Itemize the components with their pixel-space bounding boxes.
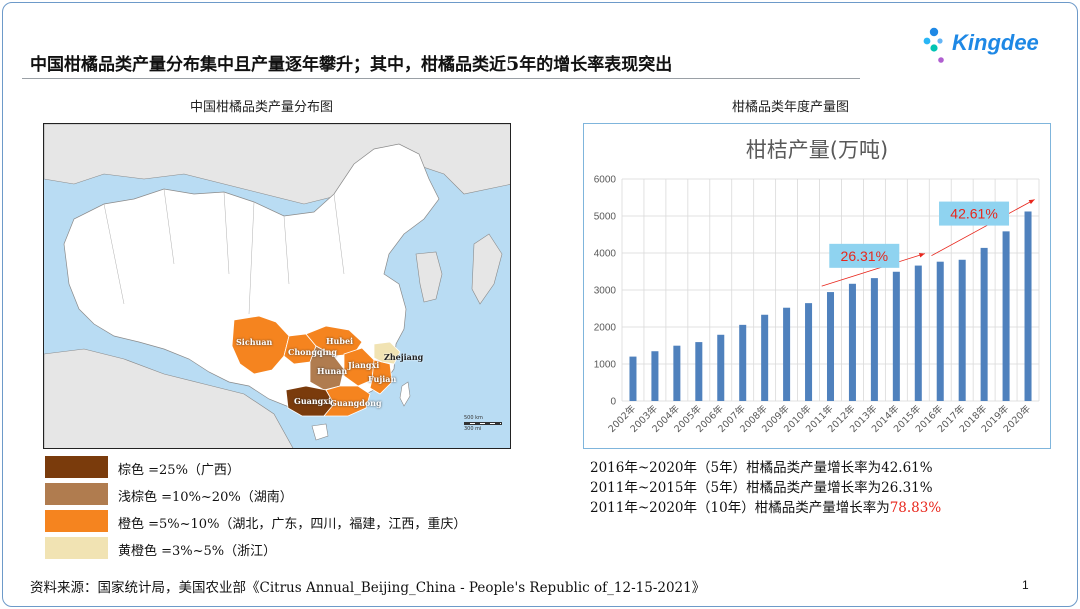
chart-section-title: 柑橘品类年度产量图 xyxy=(732,100,850,115)
headline-divider xyxy=(22,78,860,79)
y-tick-label: 5000 xyxy=(594,212,617,223)
growth-label: 42.61% xyxy=(950,206,997,222)
legend-swatch-light-brown xyxy=(45,483,108,505)
y-tick-label: 1000 xyxy=(594,360,617,371)
note-line: 2011年~2015年（5年）柑橘品类产量增长率为26.31% xyxy=(590,478,941,498)
scale-bar-graphic xyxy=(464,422,502,425)
label-jiangxi: Jiangxi xyxy=(348,360,380,370)
neighbor-land-southwest xyxy=(44,348,294,448)
y-tick-label: 6000 xyxy=(594,175,617,186)
map-section-title: 中国柑橘品类产量分布图 xyxy=(190,100,334,115)
bar xyxy=(826,292,835,401)
bar xyxy=(870,278,878,401)
y-tick-label: 4000 xyxy=(594,249,617,260)
headline-text-after: 年的增长率表现突出 xyxy=(519,55,673,75)
island-taiwan xyxy=(399,381,411,407)
bar xyxy=(805,303,813,401)
bar xyxy=(1024,211,1032,401)
neighbor-land-japan xyxy=(471,233,503,305)
legend-swatch-orange xyxy=(45,510,108,532)
citrus-production-chart: 柑桔产量(万吨) 0 1000 2000 3000 4000 5000 6000 2002年 2… xyxy=(583,123,1051,449)
scale-km: 500 km xyxy=(464,415,483,421)
headline-text-before: 中国柑橘品类产量分布集中且产量逐年攀升；其中，柑橘品类近 xyxy=(30,55,506,75)
growth-arrow-head xyxy=(918,253,925,258)
bar xyxy=(936,261,944,401)
note-line: 2016年~2020年（5年）柑橘品类产量增长率为42.61% xyxy=(590,458,941,478)
bar xyxy=(892,271,900,401)
legend-swatch-yellow-orange xyxy=(45,537,108,559)
bar xyxy=(717,334,725,401)
label-guangxi: Guangxi xyxy=(294,396,332,406)
note-text: 2016年~2020年（5年）柑橘品类产量增长率为42.61% xyxy=(590,460,933,476)
bar xyxy=(980,247,988,401)
kingdee-logo: Kingdee xyxy=(920,24,1050,66)
label-chongqing: Chongqing xyxy=(288,347,337,357)
scale-mi: 300 mi xyxy=(464,426,482,432)
y-tick-label: 3000 xyxy=(594,286,617,297)
note-text: 2011年~2015年（5年）柑橘品类产量增长率为26.31% xyxy=(590,480,933,496)
label-fujian: Fujian xyxy=(368,374,397,384)
province-sichuan xyxy=(231,315,290,375)
slide-headline: 中国柑橘品类产量分布集中且产量逐年攀升；其中，柑橘品类近5年的增长率表现突出 xyxy=(30,50,672,75)
bar xyxy=(739,324,747,401)
growth-label: 26.31% xyxy=(841,248,888,264)
label-hunan: Hunan xyxy=(317,366,348,376)
neighbor-land-korea xyxy=(415,251,443,303)
growth-arrow-line xyxy=(931,199,1035,257)
legend-label: 黄橙色 =3%~5%（浙江） xyxy=(118,544,277,559)
bar xyxy=(783,307,791,401)
bar xyxy=(848,283,856,401)
china-map-svg xyxy=(44,124,510,448)
growth-arrow-head xyxy=(1028,199,1035,205)
china-citrus-map: Sichuan Chongqing Hubei Hunan Jiangxi Fu… xyxy=(43,123,511,449)
bar-chart-svg: 01000200030004000500060002002年2003年2004年… xyxy=(594,175,1040,435)
page-number: 1 xyxy=(1022,578,1029,592)
province-fujian xyxy=(369,359,393,395)
bar xyxy=(761,314,769,401)
bar xyxy=(914,265,922,401)
province-guangdong xyxy=(323,385,371,417)
label-guangdong: Guangdong xyxy=(330,398,382,408)
growth-notes: 2016年~2020年（5年）柑橘品类产量增长率为42.61% 2011年~20… xyxy=(590,458,941,518)
note-text: 2011年~2020年（10年）柑橘品类产量增长率为 xyxy=(590,500,890,516)
bar xyxy=(673,345,681,401)
label-zhejiang: Zhejiang xyxy=(384,352,424,362)
kingdee-dots-icon xyxy=(923,27,944,63)
growth-arrow-line xyxy=(821,253,925,287)
y-tick-label: 2000 xyxy=(594,323,617,334)
bar xyxy=(958,259,966,401)
note-line: 2011年~2020年（10年）柑橘品类产量增长率为78.83% xyxy=(590,498,941,518)
legend-swatch-brown xyxy=(45,456,108,478)
headline-bold-number: 5 xyxy=(506,53,520,75)
bar xyxy=(651,351,659,401)
island-hainan xyxy=(311,423,329,441)
province-zhejiang xyxy=(373,341,401,365)
growth-label-box xyxy=(829,243,900,268)
note-highlight: 78.83% xyxy=(889,500,942,516)
bar xyxy=(1002,231,1010,401)
legend-label: 橙色 =5%~10%（湖北，广东，四川，福建，江西，重庆） xyxy=(118,517,467,532)
legend-label: 浅棕色 =10%~20%（湖南） xyxy=(118,490,293,505)
label-hubei: Hubei xyxy=(326,336,354,346)
growth-label-box xyxy=(939,201,1010,226)
bar xyxy=(629,356,637,401)
label-sichuan: Sichuan xyxy=(236,337,273,347)
map-scale-bar: 500 km 300 mi xyxy=(464,414,502,433)
neighbor-land-north xyxy=(44,124,510,205)
province-borders xyxy=(103,188,345,315)
chart-title: 柑桔产量(万吨) xyxy=(745,138,889,162)
legend-label: 棕色 =25%（广西） xyxy=(118,463,240,478)
source-citation: 资料来源：国家统计局，美国农业部《Citrus Annual_Beijing_C… xyxy=(30,580,706,596)
bar xyxy=(695,342,703,401)
province-hunan xyxy=(309,345,345,391)
y-tick-label: 0 xyxy=(610,397,616,408)
kingdee-logo-text: Kingdee xyxy=(952,30,1039,55)
